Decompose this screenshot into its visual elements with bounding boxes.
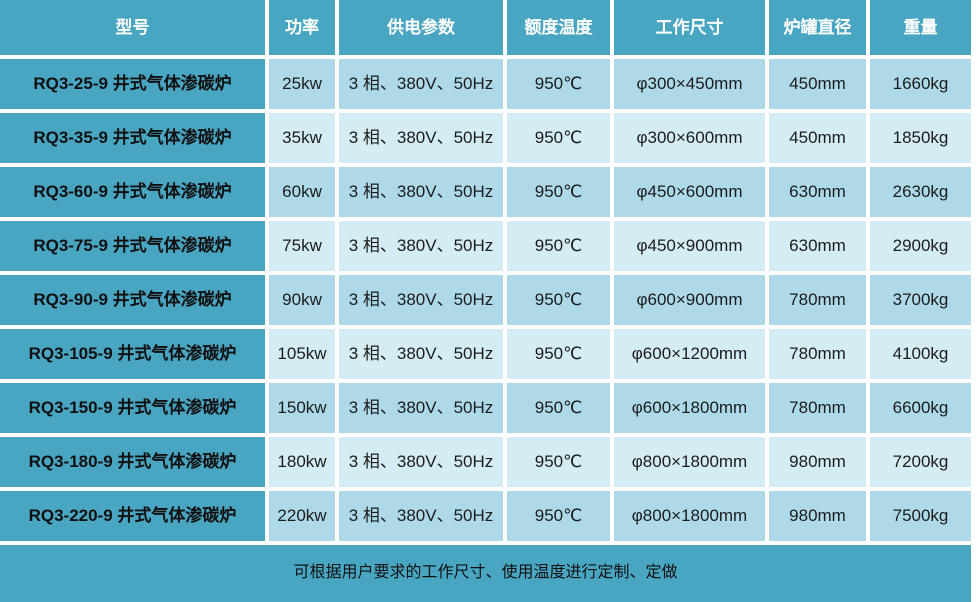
temp-cell: 950℃ — [507, 329, 610, 379]
diameter-cell: 630mm — [769, 221, 866, 271]
supply-cell: 3 相、380V、50Hz — [339, 275, 503, 325]
power-cell: 220kw — [269, 491, 335, 541]
size-cell: φ450×900mm — [614, 221, 765, 271]
diameter-cell: 450mm — [769, 113, 866, 163]
header-model: 型号 — [0, 0, 265, 55]
model-cell: RQ3-105-9 井式气体渗碳炉 — [0, 329, 265, 379]
size-cell: φ300×450mm — [614, 59, 765, 109]
size-cell: φ600×1800mm — [614, 383, 765, 433]
supply-cell: 3 相、380V、50Hz — [339, 167, 503, 217]
diameter-cell: 630mm — [769, 167, 866, 217]
supply-cell: 3 相、380V、50Hz — [339, 221, 503, 271]
header-temp: 额度温度 — [507, 0, 610, 55]
power-cell: 35kw — [269, 113, 335, 163]
diameter-cell: 780mm — [769, 329, 866, 379]
temp-cell: 950℃ — [507, 491, 610, 541]
supply-cell: 3 相、380V、50Hz — [339, 437, 503, 487]
size-cell: φ800×1800mm — [614, 491, 765, 541]
model-cell: RQ3-90-9 井式气体渗碳炉 — [0, 275, 265, 325]
size-cell: φ300×600mm — [614, 113, 765, 163]
header-supply: 供电参数 — [339, 0, 503, 55]
supply-cell: 3 相、380V、50Hz — [339, 491, 503, 541]
size-cell: φ800×1800mm — [614, 437, 765, 487]
model-cell: RQ3-35-9 井式气体渗碳炉 — [0, 113, 265, 163]
power-cell: 25kw — [269, 59, 335, 109]
size-cell: φ600×900mm — [614, 275, 765, 325]
model-cell: RQ3-60-9 井式气体渗碳炉 — [0, 167, 265, 217]
weight-cell: 2630kg — [870, 167, 971, 217]
power-cell: 60kw — [269, 167, 335, 217]
weight-cell: 2900kg — [870, 221, 971, 271]
header-weight: 重量 — [870, 0, 971, 55]
header-diameter: 炉罐直径 — [769, 0, 866, 55]
model-cell: RQ3-25-9 井式气体渗碳炉 — [0, 59, 265, 109]
temp-cell: 950℃ — [507, 167, 610, 217]
power-cell: 90kw — [269, 275, 335, 325]
temp-cell: 950℃ — [507, 59, 610, 109]
diameter-cell: 450mm — [769, 59, 866, 109]
diameter-cell: 980mm — [769, 437, 866, 487]
power-cell: 150kw — [269, 383, 335, 433]
model-cell: RQ3-75-9 井式气体渗碳炉 — [0, 221, 265, 271]
diameter-cell: 780mm — [769, 275, 866, 325]
temp-cell: 950℃ — [507, 221, 610, 271]
supply-cell: 3 相、380V、50Hz — [339, 329, 503, 379]
temp-cell: 950℃ — [507, 383, 610, 433]
weight-cell: 1850kg — [870, 113, 971, 163]
diameter-cell: 980mm — [769, 491, 866, 541]
temp-cell: 950℃ — [507, 113, 610, 163]
customization-note: 可根据用户要求的工作尺寸、使用温度进行定制、定做 — [0, 545, 971, 602]
header-power: 功率 — [269, 0, 335, 55]
weight-cell: 6600kg — [870, 383, 971, 433]
size-cell: φ450×600mm — [614, 167, 765, 217]
power-cell: 75kw — [269, 221, 335, 271]
size-cell: φ600×1200mm — [614, 329, 765, 379]
power-cell: 105kw — [269, 329, 335, 379]
temp-cell: 950℃ — [507, 437, 610, 487]
weight-cell: 4100kg — [870, 329, 971, 379]
weight-cell: 7500kg — [870, 491, 971, 541]
supply-cell: 3 相、380V、50Hz — [339, 59, 503, 109]
model-cell: RQ3-180-9 井式气体渗碳炉 — [0, 437, 265, 487]
power-cell: 180kw — [269, 437, 335, 487]
supply-cell: 3 相、380V、50Hz — [339, 383, 503, 433]
supply-cell: 3 相、380V、50Hz — [339, 113, 503, 163]
weight-cell: 7200kg — [870, 437, 971, 487]
temp-cell: 950℃ — [507, 275, 610, 325]
diameter-cell: 780mm — [769, 383, 866, 433]
model-cell: RQ3-220-9 井式气体渗碳炉 — [0, 491, 265, 541]
header-size: 工作尺寸 — [614, 0, 765, 55]
weight-cell: 3700kg — [870, 275, 971, 325]
model-cell: RQ3-150-9 井式气体渗碳炉 — [0, 383, 265, 433]
weight-cell: 1660kg — [870, 59, 971, 109]
